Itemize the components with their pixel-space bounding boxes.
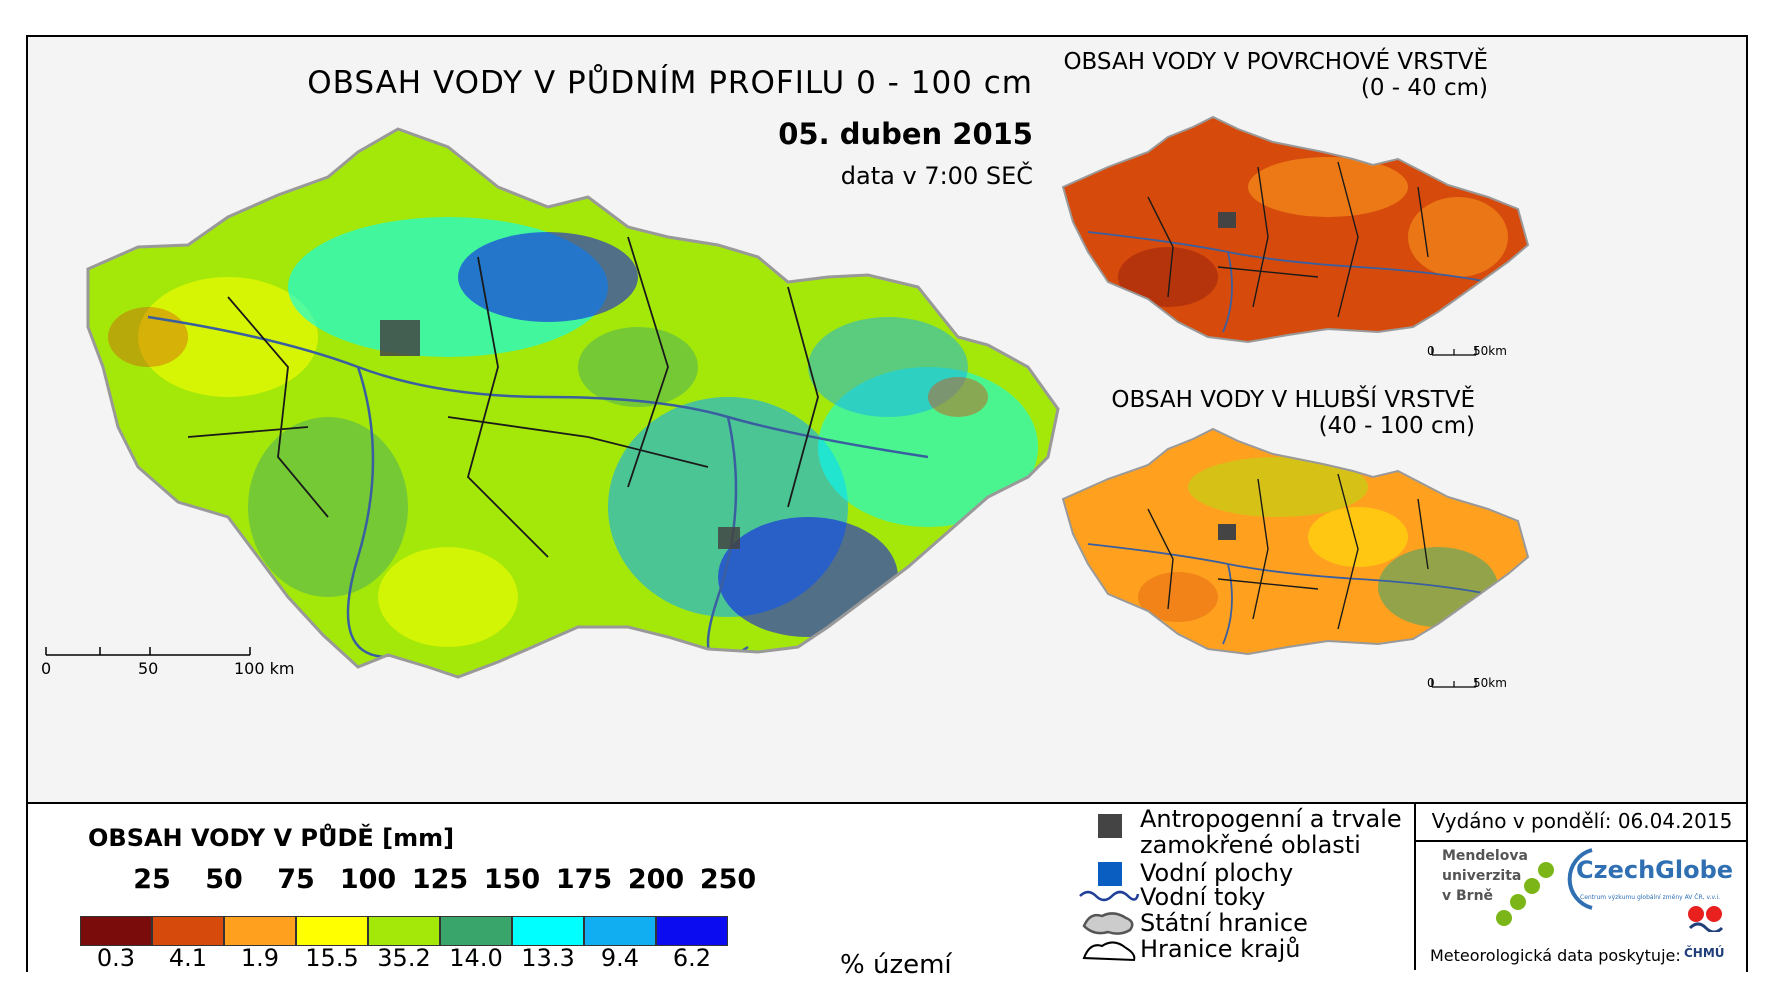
mendel-line3: v Brně: [1442, 888, 1494, 904]
inset-bottom-title-line1: OBSAH VODY V HLUBŠÍ VRSTVĚ: [1111, 387, 1475, 413]
legend-class-box: [80, 916, 152, 946]
inset-top-scale-zero: 0: [1427, 344, 1435, 358]
main-scale-end: 100 km: [234, 659, 295, 678]
legend-class-percent: 4.1: [168, 944, 208, 972]
anthropogenic-area-symbol: [1098, 814, 1122, 838]
chmu-label: ČHMÚ: [1684, 946, 1725, 960]
legend-class-percent: 13.3: [521, 944, 575, 972]
anthropogenic-label-line2: zamokřené oblasti: [1140, 831, 1361, 859]
meteo-provider-label: Meteorologická data poskytuje:: [1430, 946, 1681, 965]
rivers-symbol: [1079, 890, 1140, 902]
rivers-label: Vodní toky: [1140, 883, 1266, 911]
legend-panel: OBSAH VODY V PŮDĚ [mm] 25 50 75 100 125 150 17…: [28, 802, 1748, 980]
map-panel: OBSAH VODY V PŮDNÍM PROFILU 0 - 100 cm 0…: [28, 37, 1746, 802]
region-border-label: Hranice krajů: [1140, 935, 1301, 963]
legend-class-percent: 0.3: [96, 944, 136, 972]
inset-top-title: OBSAH VODY V POVRCHOVÉ VRSTVĚ (0 - 40 cm…: [1058, 49, 1488, 101]
legend-percent-unit: % území: [840, 950, 952, 980]
inset-bottom-title-line2: (40 - 100 cm): [1318, 413, 1475, 439]
state-border-symbol: [1082, 912, 1134, 935]
legend-threshold: 125: [411, 864, 469, 895]
main-scale-mid: 50: [138, 659, 159, 678]
state-border-label: Státní hranice: [1140, 909, 1308, 937]
main-map-data-time: data v 7:00 SEČ: [840, 162, 1033, 190]
legend-class-box: [656, 916, 728, 946]
legend-class-box: [584, 916, 656, 946]
legend-class-box: [152, 916, 224, 946]
chmu-logo-icon: [1688, 906, 1724, 932]
mendel-line1: Mendelova: [1442, 848, 1528, 864]
legend-class-percent: 1.9: [240, 944, 280, 972]
inset-top-title-line1: OBSAH VODY V POVRCHOVÉ VRSTVĚ: [1063, 49, 1488, 75]
mendel-dots-icon: [1496, 862, 1554, 926]
czechglobe-arc-icon: [1567, 848, 1593, 910]
legend-class-box: [368, 916, 440, 946]
legend-threshold: 50: [205, 864, 243, 895]
legend-threshold: 175: [555, 864, 613, 895]
legend-title: OBSAH VODY V PŮDĚ [mm]: [88, 824, 455, 852]
issued-date: Vydáno v pondělí: 06.04.2015: [1414, 804, 1748, 842]
inset-bottom-scale-zero: 0: [1427, 676, 1435, 690]
logos-panel: Mendelova univerzita v Brně CzechGlobe C…: [1414, 840, 1748, 970]
inset-top-title-line2: (0 - 40 cm): [1360, 75, 1488, 101]
legend-class-percent: 15.5: [305, 944, 359, 972]
legend-class-percent: 9.4: [600, 944, 640, 972]
legend-class-box: [440, 916, 512, 946]
legend-class-percent: 35.2: [377, 944, 431, 972]
main-map-date: 05. duben 2015: [778, 117, 1033, 151]
legend-class-percent: 14.0: [449, 944, 503, 972]
legend-threshold: 200: [627, 864, 685, 895]
legend-class-percent: 6.2: [672, 944, 712, 972]
region-border-symbol: [1082, 941, 1136, 962]
czechglobe-subtitle: Centrum výzkumu globální změny AV ČR, v.…: [1580, 894, 1721, 901]
legend-threshold: 150: [483, 864, 541, 895]
inset-top-scale-end: 50km: [1473, 344, 1507, 358]
main-scale-zero: 0: [41, 659, 52, 678]
main-map-title: OBSAH VODY V PŮDNÍM PROFILU 0 - 100 cm: [307, 65, 1033, 101]
anthropogenic-label-line1: Antropogenní a trvale: [1140, 805, 1402, 833]
mendel-line2: univerzita: [1442, 868, 1522, 884]
water-bodies-symbol: [1098, 862, 1122, 886]
mendel-university-logo: Mendelova univerzita v Brně: [1442, 846, 1528, 906]
legend-threshold: 25: [133, 864, 171, 895]
legend-class-box: [224, 916, 296, 946]
main-soil-map: [45, 115, 1530, 688]
legend-class-box: [512, 916, 584, 946]
map-frame: OBSAH VODY V PŮDNÍM PROFILU 0 - 100 cm 0…: [26, 35, 1748, 980]
legend-threshold: 100: [339, 864, 397, 895]
inset-bottom-title: OBSAH VODY V HLUBŠÍ VRSTVĚ (40 - 100 cm): [1058, 387, 1475, 439]
legend-threshold: 250: [699, 864, 757, 895]
inset-bottom-scale-end: 50km: [1473, 676, 1507, 690]
legend-class-box: [296, 916, 368, 946]
czechglobe-logo: CzechGlobe: [1576, 856, 1734, 884]
anthropogenic-label: Antropogenní a trvale zamokřené oblasti: [1140, 806, 1402, 858]
legend-threshold: 75: [277, 864, 315, 895]
water-bodies-label: Vodní plochy: [1140, 859, 1294, 887]
